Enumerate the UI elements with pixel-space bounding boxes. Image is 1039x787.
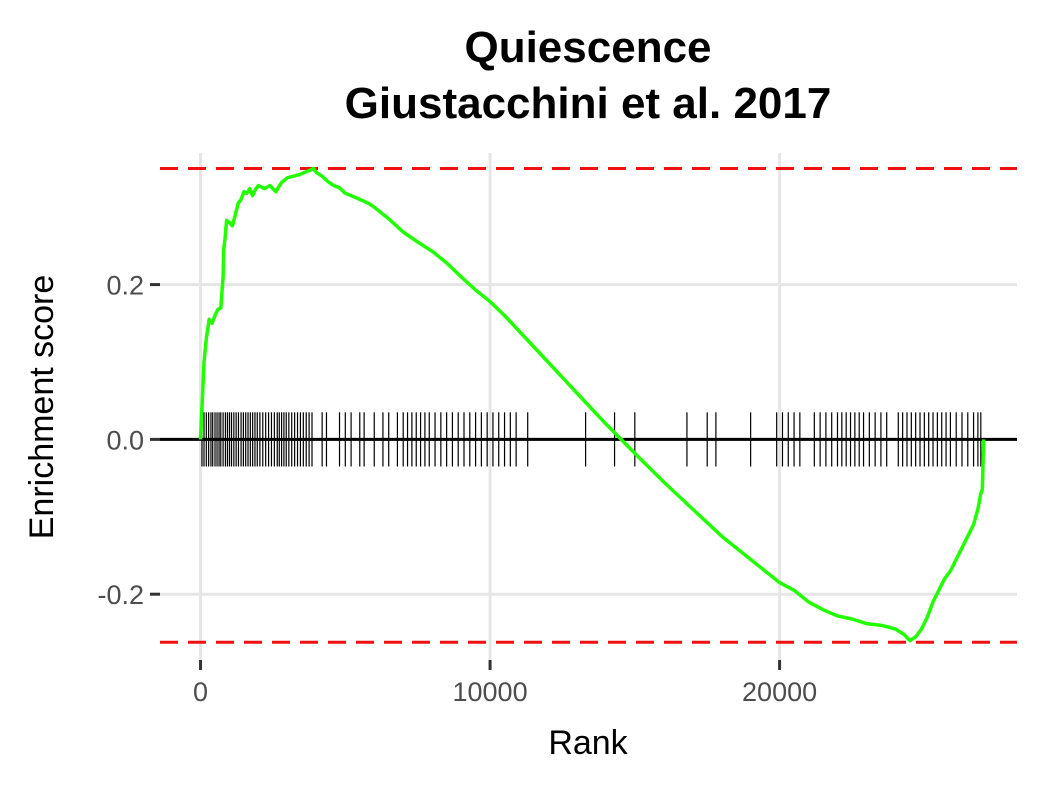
x-axis-title: Rank <box>548 724 628 762</box>
y-axis: -0.2 0.0 0.2 <box>97 271 160 610</box>
threshold-lines <box>160 166 1017 644</box>
chart-title: Quiescence <box>464 23 711 72</box>
chart-subtitle: Giustacchini et al. 2017 <box>345 79 832 128</box>
y-axis-title: Enrichment score <box>23 275 61 540</box>
x-axis: 0 10000 20000 <box>193 660 817 707</box>
x-tick-label-2: 20000 <box>742 677 817 707</box>
enrichment-curve <box>198 166 986 643</box>
x-tick-label-0: 0 <box>193 677 208 707</box>
y-tick-label-1: 0.0 <box>106 425 144 455</box>
x-tick-label-1: 10000 <box>453 677 528 707</box>
y-tick-label-2: 0.2 <box>106 271 144 301</box>
y-tick-label-0: -0.2 <box>97 580 144 610</box>
